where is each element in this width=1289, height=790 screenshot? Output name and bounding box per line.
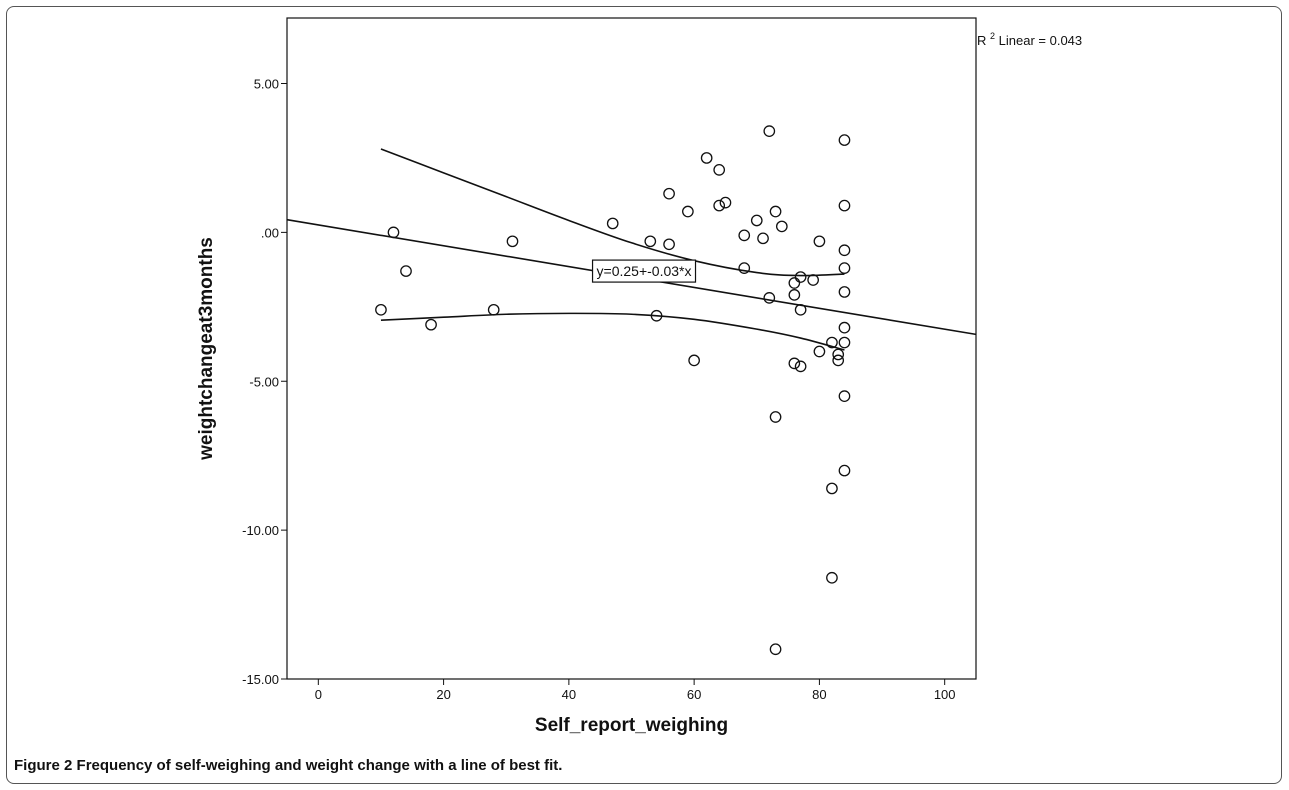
- data-point: [400, 265, 412, 277]
- x-tick-label: 60: [687, 687, 701, 702]
- data-point: [769, 643, 782, 656]
- data-point: [650, 309, 663, 322]
- confidence-curves: [380, 148, 845, 351]
- y-tick-label: -5.00: [249, 374, 279, 389]
- data-point: [775, 220, 788, 233]
- data-point: [757, 232, 769, 245]
- y-tick-label: 5.00: [254, 77, 279, 92]
- data-point: [769, 411, 782, 423]
- x-tick-label: 100: [934, 687, 956, 702]
- y-axis-title: weightchangeat3months: [196, 237, 217, 461]
- data-point: [838, 390, 851, 402]
- equation-label-box: y=0.25+-0.03*x: [591, 259, 697, 283]
- x-tick-label: 40: [562, 687, 576, 702]
- x-axis-ticks: 0 20 40 60 80 100: [315, 679, 956, 702]
- y-tick-label: .00: [261, 225, 279, 240]
- data-points: [375, 125, 851, 656]
- data-point: [838, 244, 851, 257]
- r2-prefix: R: [977, 33, 986, 48]
- data-point: [688, 354, 700, 367]
- data-point: [387, 226, 400, 239]
- data-point: [807, 274, 819, 286]
- data-point: [763, 125, 776, 137]
- caption-text: Frequency of self-weighing and weight ch…: [76, 757, 563, 774]
- data-point: [794, 303, 807, 316]
- x-tick-label: 20: [436, 687, 450, 702]
- data-point: [644, 235, 657, 248]
- data-point: [788, 357, 801, 370]
- data-point: [425, 318, 437, 331]
- caption-label: Figure 2: [14, 757, 73, 774]
- data-point: [606, 217, 619, 230]
- data-point: [788, 277, 801, 289]
- r2-suffix: Linear = 0.043: [999, 33, 1082, 48]
- x-tick-label: 0: [315, 687, 322, 702]
- data-point: [375, 303, 387, 316]
- data-point: [713, 164, 726, 176]
- data-point: [750, 214, 763, 227]
- r2-superscript: 2: [990, 31, 995, 41]
- x-axis-title: Self_report_weighing: [535, 715, 728, 736]
- data-point: [769, 205, 782, 218]
- data-point: [719, 196, 732, 209]
- data-point: [838, 199, 851, 212]
- data-point: [682, 205, 694, 218]
- y-tick-label: -15.00: [242, 672, 279, 687]
- data-point: [763, 292, 776, 304]
- confidence-lower-curve: [380, 312, 845, 351]
- data-point: [794, 360, 807, 373]
- data-point: [506, 235, 519, 248]
- data-point: [813, 345, 826, 358]
- data-point: [826, 336, 838, 349]
- data-point: [700, 152, 713, 164]
- data-point: [838, 286, 851, 298]
- r2-label: R 2 Linear = 0.043: [977, 27, 1082, 48]
- figure-caption: Figure 2 Frequency of self-weighing and …: [14, 757, 562, 774]
- data-point: [663, 187, 675, 200]
- data-point: [713, 199, 726, 212]
- x-tick-label: 80: [812, 687, 826, 702]
- equation-label-frame: [591, 259, 697, 283]
- data-point: [813, 235, 826, 248]
- data-point: [832, 348, 845, 361]
- data-point: [838, 321, 851, 334]
- data-point: [838, 464, 851, 477]
- data-point: [788, 289, 801, 301]
- data-point: [826, 482, 838, 495]
- data-point: [826, 571, 838, 584]
- data-point: [663, 238, 675, 251]
- data-point: [794, 271, 807, 283]
- confidence-upper-curve: [380, 148, 845, 277]
- data-point: [838, 262, 851, 274]
- data-point: [487, 303, 500, 316]
- data-point: [738, 229, 751, 242]
- data-point: [838, 134, 851, 146]
- data-point: [738, 262, 751, 274]
- equation-label: y=0.25+-0.03*x: [597, 263, 692, 279]
- y-tick-label: -10.00: [242, 523, 279, 538]
- y-axis-ticks: 5.00 .00 -5.00 -10.00 -15.00: [242, 77, 287, 687]
- data-point: [832, 354, 845, 367]
- data-point: [838, 336, 851, 349]
- plot-area: [286, 17, 977, 680]
